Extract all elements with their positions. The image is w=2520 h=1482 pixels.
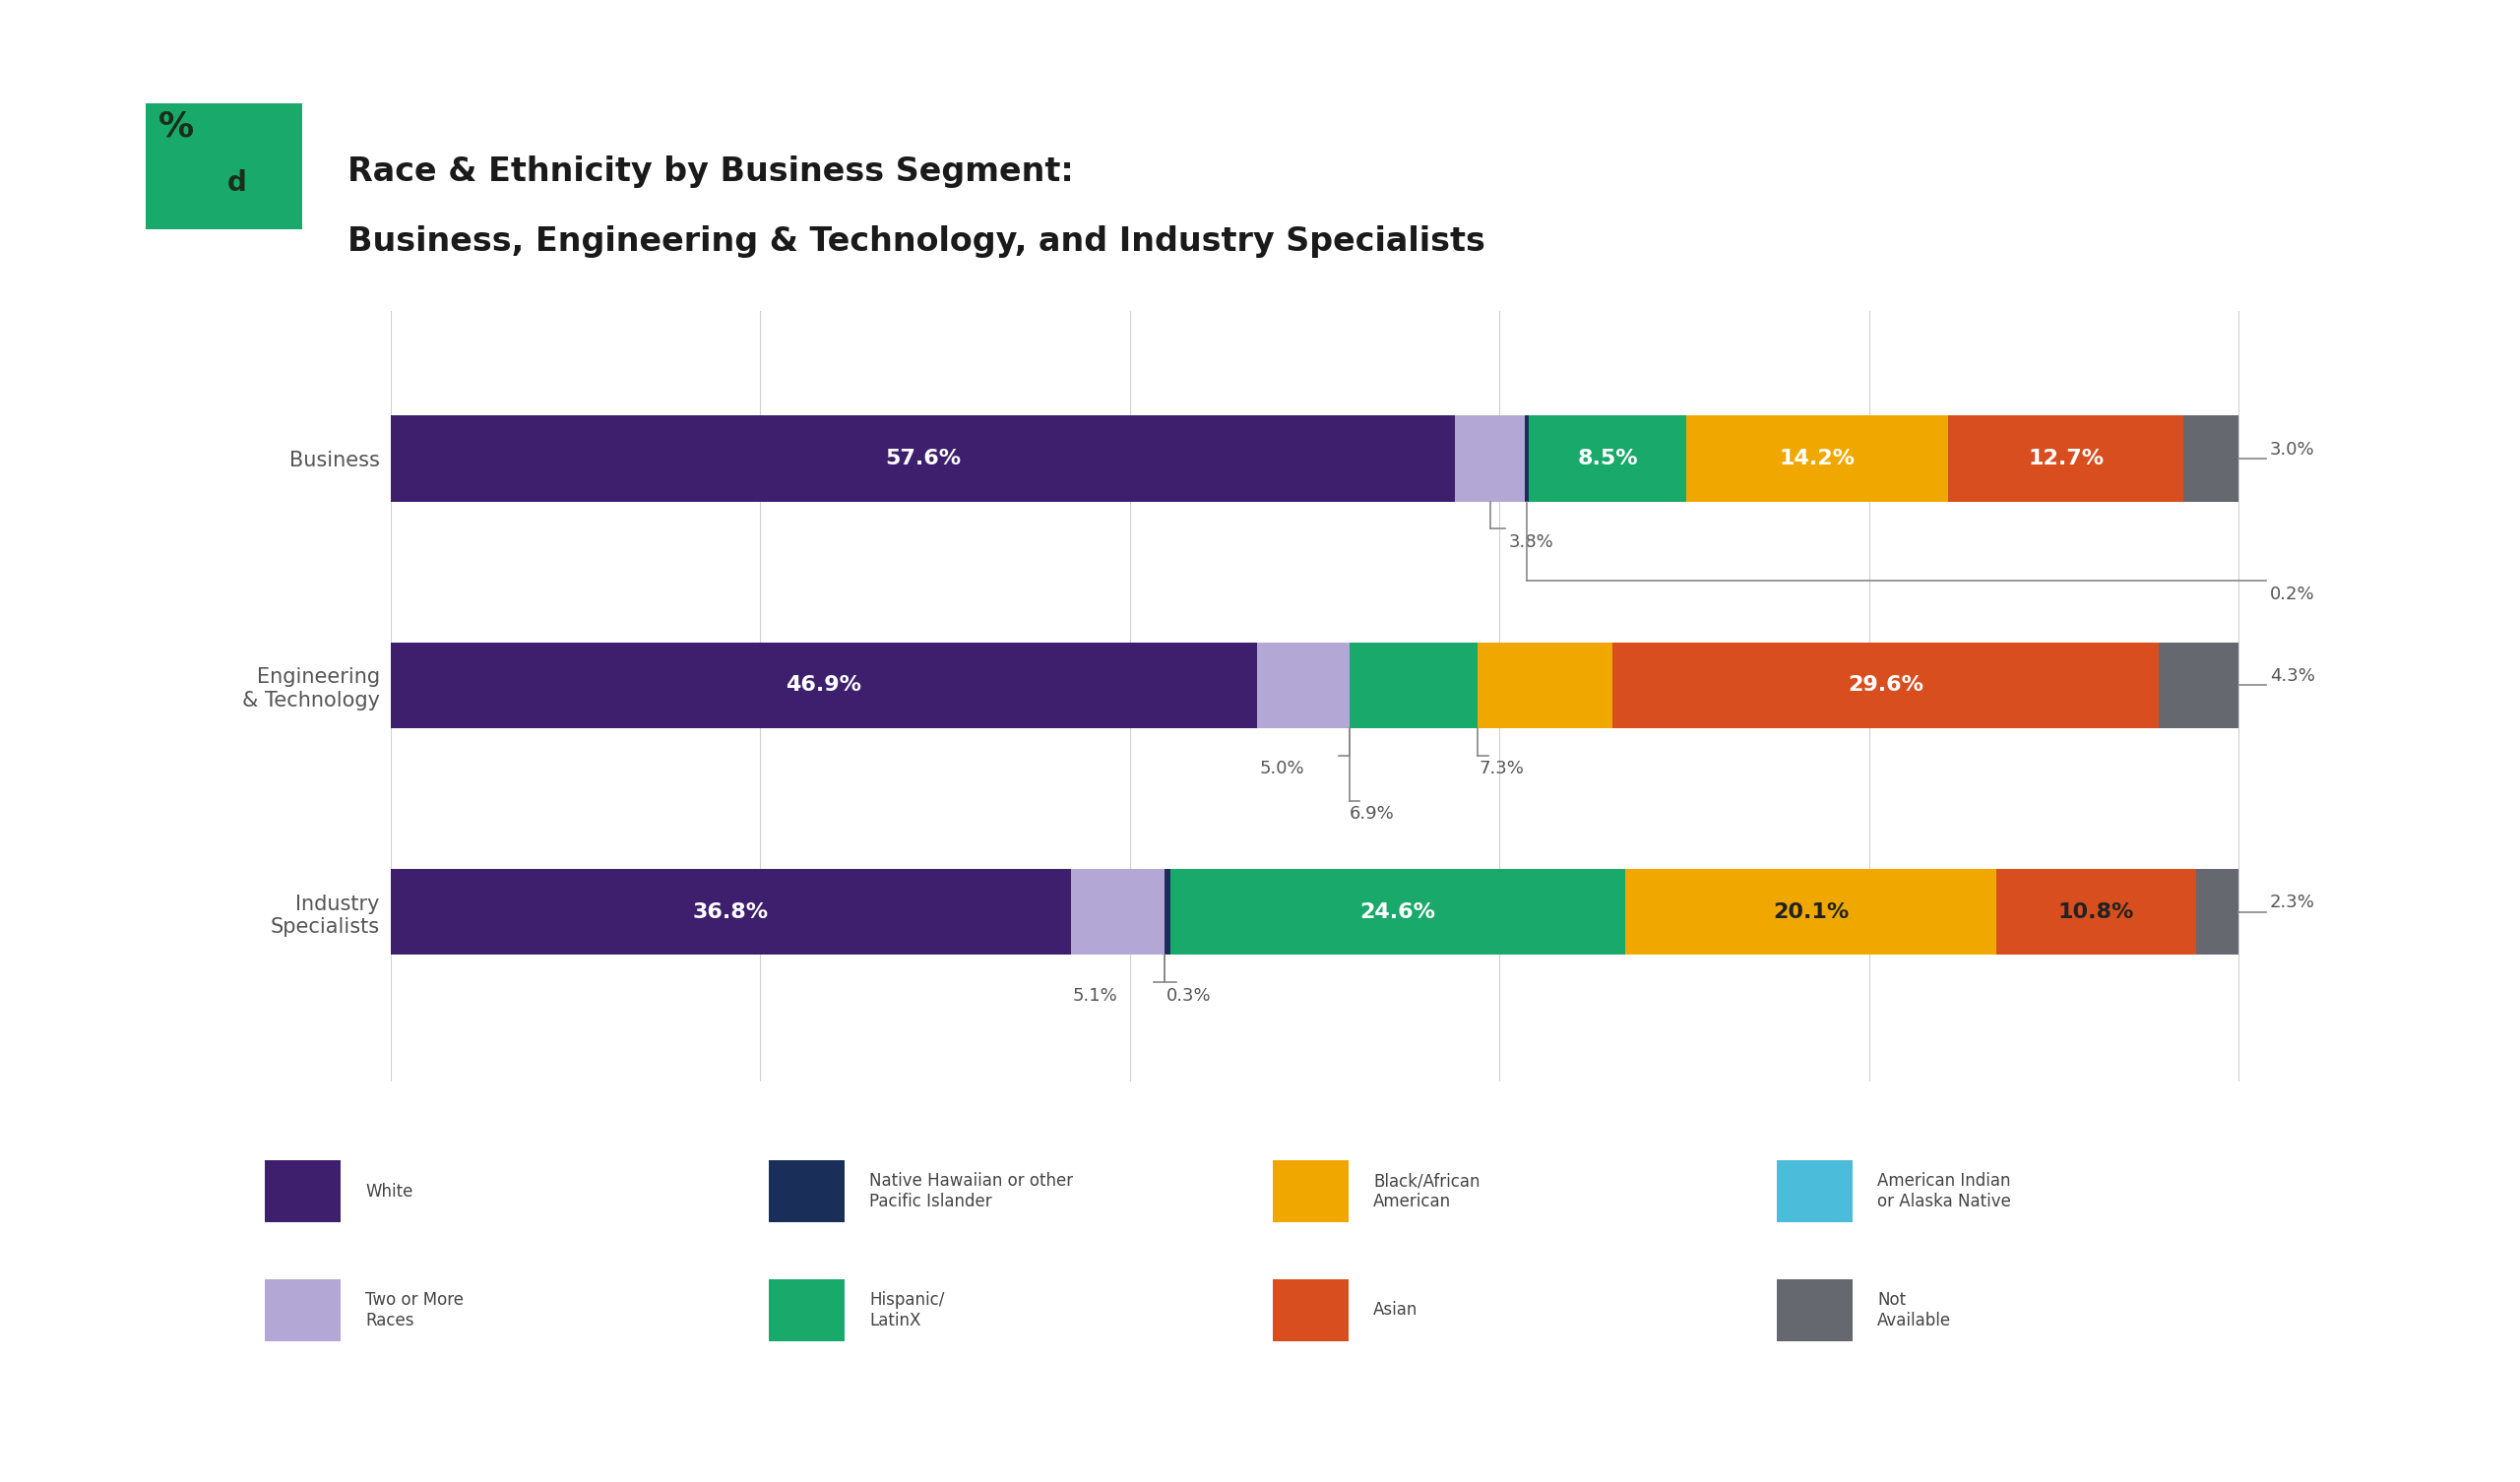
Bar <box>1454 415 1525 501</box>
Text: 3.8%: 3.8% <box>1509 534 1555 551</box>
Text: 20.1%: 20.1% <box>1772 903 1850 922</box>
Bar <box>1071 868 1164 954</box>
Bar <box>1164 868 1169 954</box>
Text: Business, Engineering & Technology, and Industry Specialists: Business, Engineering & Technology, and … <box>348 225 1487 258</box>
Bar <box>1996 868 2195 954</box>
Bar <box>1477 642 1613 728</box>
Bar <box>1625 868 1996 954</box>
Bar <box>1525 415 1530 501</box>
Text: Not
Available: Not Available <box>1877 1291 1950 1329</box>
Bar <box>1948 415 2182 501</box>
Text: 8.5%: 8.5% <box>1578 449 1638 468</box>
Bar <box>2160 642 2238 728</box>
Text: 36.8%: 36.8% <box>693 903 769 922</box>
Bar <box>2195 868 2238 954</box>
Text: %: % <box>159 110 194 144</box>
Text: 3.0%: 3.0% <box>2271 440 2316 458</box>
Bar <box>391 642 1257 728</box>
Text: 12.7%: 12.7% <box>2029 449 2104 468</box>
Text: Two or More
Races: Two or More Races <box>365 1291 464 1329</box>
Text: 24.6%: 24.6% <box>1361 903 1436 922</box>
Bar <box>2182 415 2238 501</box>
Text: d: d <box>227 169 247 197</box>
Bar <box>1686 415 1948 501</box>
Text: 2.3%: 2.3% <box>2271 894 2316 911</box>
Bar <box>1257 642 1351 728</box>
Bar <box>391 415 1454 501</box>
Text: Hispanic/
LatinX: Hispanic/ LatinX <box>869 1291 945 1329</box>
Text: American Indian
or Alaska Native: American Indian or Alaska Native <box>1877 1172 2011 1211</box>
Text: Asian: Asian <box>1373 1301 1419 1319</box>
Text: 10.8%: 10.8% <box>2059 903 2134 922</box>
Bar <box>391 868 1071 954</box>
Text: 7.3%: 7.3% <box>1479 760 1525 778</box>
Bar <box>1169 868 1625 954</box>
Text: 5.0%: 5.0% <box>1260 760 1303 778</box>
Text: Race & Ethnicity by Business Segment:: Race & Ethnicity by Business Segment: <box>348 156 1074 188</box>
Text: 0.2%: 0.2% <box>2271 585 2316 603</box>
Bar <box>1530 415 1686 501</box>
Text: 4.3%: 4.3% <box>2271 667 2316 685</box>
Text: 0.3%: 0.3% <box>1167 987 1212 1005</box>
Text: Native Hawaiian or other
Pacific Islander: Native Hawaiian or other Pacific Islande… <box>869 1172 1074 1211</box>
Text: 14.2%: 14.2% <box>1779 449 1855 468</box>
Bar <box>1351 642 1477 728</box>
Bar <box>1613 642 2160 728</box>
Text: 5.1%: 5.1% <box>1074 987 1116 1005</box>
Text: 29.6%: 29.6% <box>1847 676 1923 695</box>
Text: White: White <box>365 1183 413 1200</box>
Text: Black/African
American: Black/African American <box>1373 1172 1479 1211</box>
Text: 46.9%: 46.9% <box>786 676 862 695</box>
Text: 57.6%: 57.6% <box>885 449 960 468</box>
Text: 6.9%: 6.9% <box>1351 805 1394 823</box>
